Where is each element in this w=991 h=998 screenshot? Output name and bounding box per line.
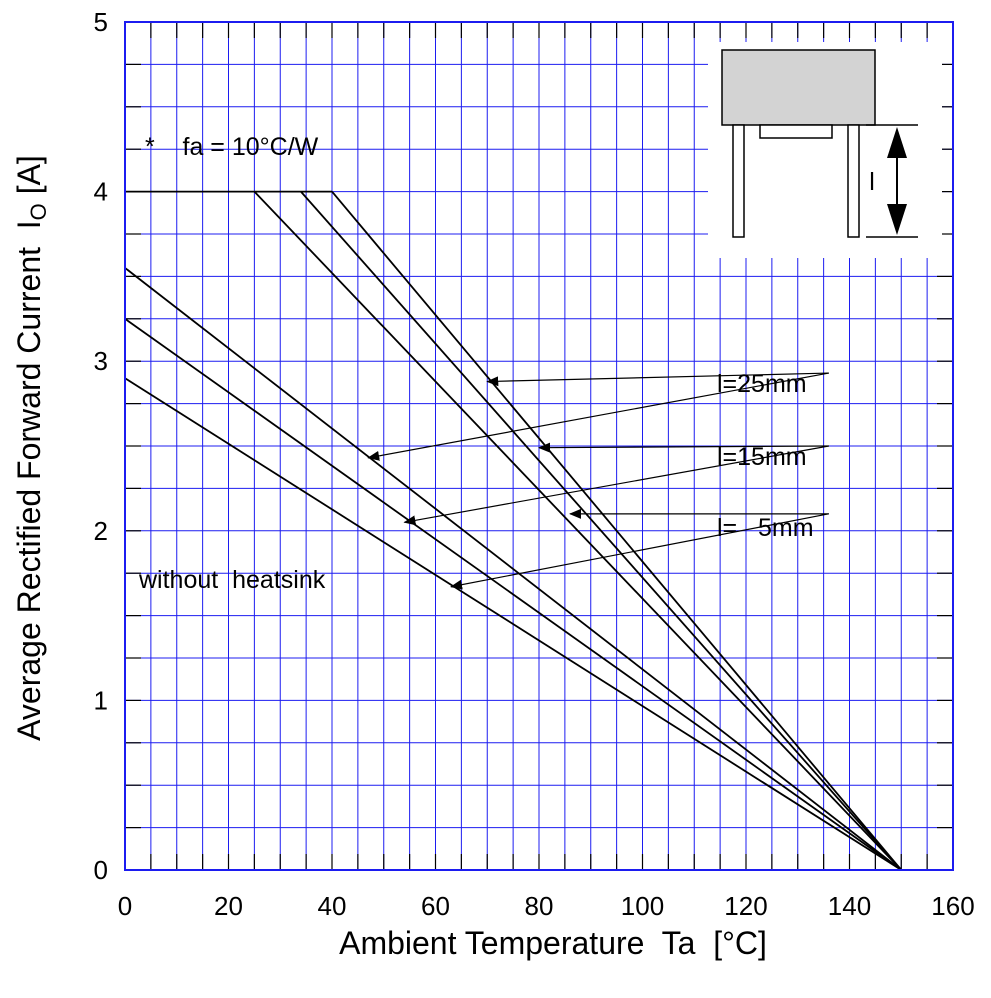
annotation-arrow: [403, 445, 829, 526]
series-lines: [124, 190, 902, 871]
x-tick-label: 60: [421, 891, 450, 921]
y-tick-label: 5: [94, 7, 108, 37]
x-tick-label: 80: [525, 891, 554, 921]
y-tick-label: 2: [94, 516, 108, 546]
annotation-arrow: [450, 513, 829, 590]
x-tick-label: 20: [214, 891, 243, 921]
series-line-1: [331, 191, 902, 871]
y-tick-label: 4: [94, 177, 108, 207]
without-heatsink-label: without heatsink: [138, 566, 326, 594]
dimension-arrow-up-icon: [887, 127, 907, 158]
annotation-arrow: [367, 372, 829, 461]
label-l-5mm: l= 5mm: [717, 514, 814, 542]
heatsink-note: * fa = 10°C/W: [145, 133, 319, 161]
series-line-5: [124, 318, 902, 871]
x-tick-label: 160: [931, 891, 974, 921]
dimension-arrow-down-icon: [887, 204, 907, 235]
x-axis-title: Ambient Temperature Ta [°C]: [339, 925, 767, 961]
package-inset: l: [708, 42, 942, 258]
dimension-label: l: [869, 168, 875, 196]
y-axis-title: Average Rectified Forward Current IO [A]: [11, 155, 51, 741]
package-standoff: [759, 124, 833, 139]
series-line-2: [300, 191, 902, 871]
x-tick-label: 0: [118, 891, 132, 921]
x-tick-label: 140: [828, 891, 871, 921]
y-axis-title-unit: [A]: [11, 155, 47, 203]
x-tick-label: 120: [724, 891, 767, 921]
label-l-15mm: l=15mm: [717, 443, 807, 471]
y-tick-labels: 0 1 2 3 4 5: [94, 7, 108, 885]
y-tick-label: 1: [94, 685, 108, 715]
x-tick-label: 40: [318, 891, 347, 921]
y-tick-label: 0: [94, 855, 108, 885]
series-line-4: [124, 267, 902, 871]
y-axis-title-subscript: O: [26, 203, 51, 220]
package-lead-left: [732, 124, 745, 238]
label-l-25mm: l=25mm: [717, 370, 807, 398]
package-lead-right: [847, 124, 860, 238]
x-tick-labels: 0 20 40 60 80 100 120 140 160: [118, 891, 975, 921]
series-line-6: [124, 377, 902, 871]
annotation-arrow: [486, 372, 829, 387]
annotation-arrow: [538, 442, 829, 453]
series-line-3: [253, 190, 902, 871]
package-body: [721, 49, 876, 126]
tick-marks: [125, 22, 953, 870]
x-tick-label: 100: [621, 891, 664, 921]
plot-frame: [124, 21, 954, 871]
y-tick-label: 3: [94, 346, 108, 376]
annotation-arrows: [367, 372, 829, 590]
